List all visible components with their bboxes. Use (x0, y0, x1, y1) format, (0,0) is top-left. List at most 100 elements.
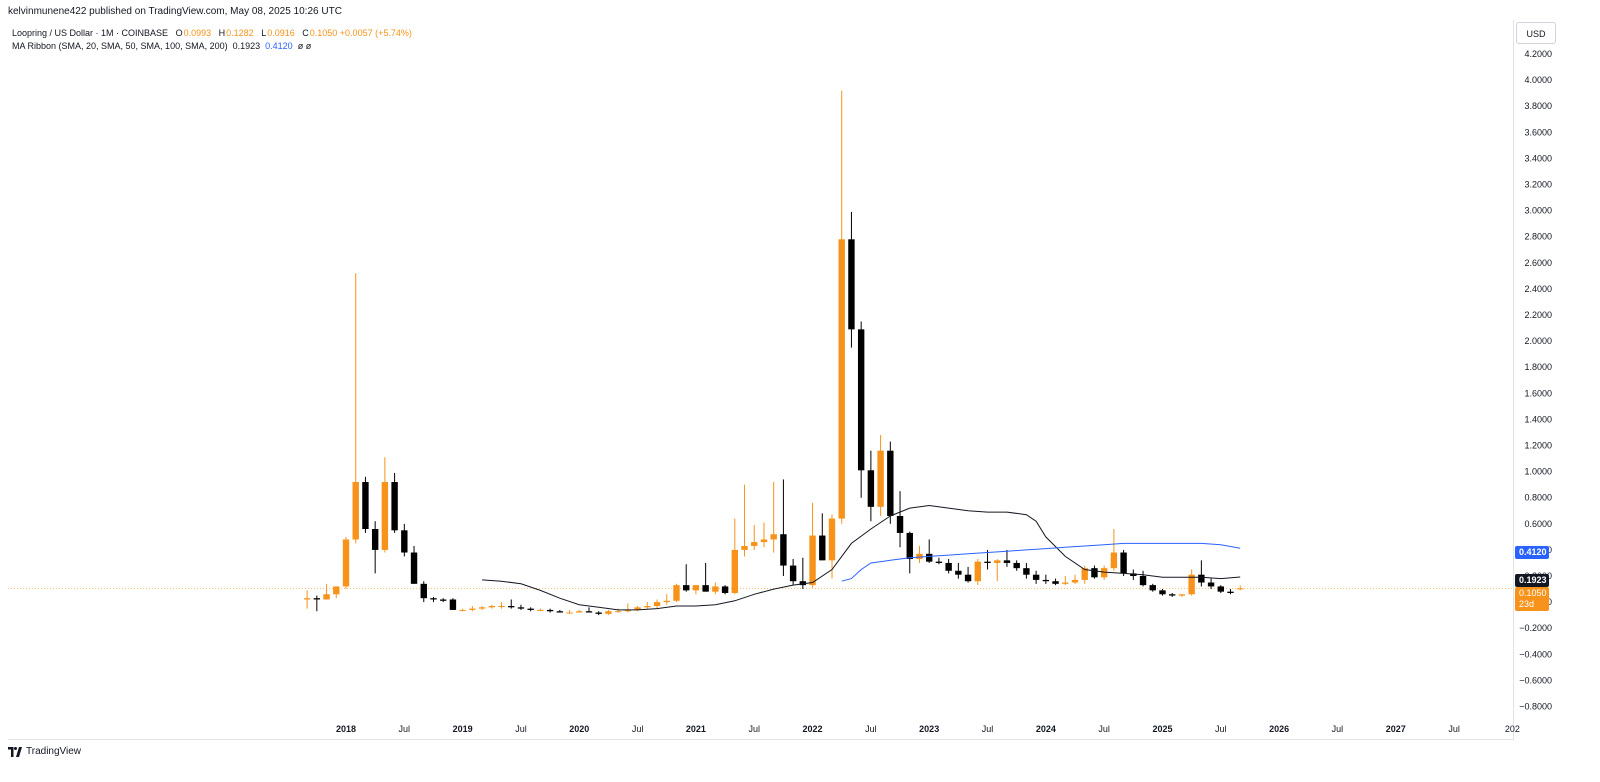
candle (498, 602, 505, 609)
candle-body (809, 535, 816, 586)
candle-body (362, 482, 369, 530)
candle-body (692, 585, 700, 591)
candle-body (838, 239, 845, 519)
x-axis-tick-label: Jul (865, 724, 877, 734)
candle-body (828, 518, 836, 561)
candle (673, 583, 680, 603)
x-axis-tick-label: Jul (399, 724, 411, 734)
indicator-row: MA Ribbon (SMA, 20, SMA, 50, SMA, 100, S… (12, 40, 412, 53)
x-axis-tick-label: Jul (1448, 724, 1460, 734)
candle (585, 607, 593, 613)
candle-body (420, 583, 427, 599)
candle (964, 566, 972, 583)
candle (1071, 574, 1079, 584)
candle-body (1159, 590, 1166, 595)
candle-body (673, 585, 680, 601)
candle (1207, 578, 1215, 590)
candle (896, 491, 904, 548)
candle-body (459, 609, 466, 611)
candle (624, 603, 632, 613)
ma4-value: ø (305, 41, 312, 51)
candle (955, 562, 962, 579)
candle (1032, 570, 1040, 584)
x-axis-tick-label: Jul (1332, 724, 1344, 734)
ma50-line (841, 542, 1241, 582)
candle (517, 604, 525, 610)
x-axis-tick-label: 2026 (1269, 724, 1289, 734)
candle-body (906, 532, 913, 560)
open-label: O (175, 28, 183, 38)
symbol-name[interactable]: Loopring / US Dollar · 1M · COINBASE (12, 28, 169, 38)
x-axis-tick-label: 2022 (803, 724, 823, 734)
y-axis-tick-label: 2.6000 (1524, 258, 1552, 268)
candle (653, 599, 661, 609)
candle-body (1091, 568, 1098, 578)
candle (1062, 576, 1069, 586)
symbol-row: Loopring / US Dollar · 1M · COINBASE O 0.… (12, 27, 412, 40)
candle-body (595, 612, 602, 614)
ma3-value: ø (297, 41, 304, 51)
candle-body (799, 581, 807, 586)
candle (508, 599, 515, 609)
candle-body (780, 534, 787, 566)
footer-brand[interactable]: TradingView (8, 746, 81, 757)
candle (449, 598, 457, 610)
indicator-name[interactable]: MA Ribbon (SMA, 20, SMA, 50, SMA, 100, S… (12, 41, 228, 51)
candle (819, 513, 826, 561)
candle-body (712, 586, 719, 592)
candle-body (546, 609, 554, 612)
y-axis-tick-label: −0.6000 (1519, 675, 1552, 685)
candle-body (469, 608, 476, 610)
candle (478, 606, 486, 610)
candle (352, 273, 359, 544)
candle-body (1003, 560, 1011, 563)
candle (770, 482, 777, 553)
candle-body (653, 602, 661, 607)
candle (595, 611, 602, 616)
candle (1178, 594, 1186, 597)
candle (1217, 585, 1224, 593)
candle-body (566, 612, 573, 614)
candle (1169, 592, 1176, 597)
candle-body (1023, 568, 1030, 575)
candle-body (935, 561, 943, 563)
candle (935, 557, 943, 565)
candle-body (1178, 594, 1186, 596)
x-axis-tick-label: Jul (1098, 724, 1110, 734)
candle (323, 583, 330, 600)
x-axis-tick-label: 2025 (1152, 724, 1172, 734)
y-axis-tick-label: 4.0000 (1524, 75, 1552, 85)
high-label: H (218, 28, 226, 38)
close-value: 0.1050 (309, 28, 338, 38)
candle-body (994, 560, 1001, 563)
candle-body (478, 607, 486, 609)
candle (576, 609, 583, 613)
candle-body (634, 607, 641, 610)
candle-body (449, 599, 457, 610)
candle-body (605, 611, 612, 614)
y-axis-tick-label: 1.8000 (1524, 362, 1552, 372)
candle-body (391, 482, 398, 531)
candle-body (1139, 576, 1147, 586)
candle (974, 559, 981, 586)
candle-body (1149, 585, 1156, 591)
x-axis-tick-label: Jul (515, 724, 527, 734)
candle (789, 559, 797, 586)
candle-body (440, 599, 447, 601)
candle (1198, 560, 1205, 587)
candle-body (585, 611, 593, 613)
candle (401, 523, 408, 557)
candle-body (576, 611, 583, 613)
candle (303, 590, 311, 609)
currency-selector[interactable]: USD (1516, 22, 1556, 44)
candle-body (974, 561, 981, 582)
published-header: kelvinmunene422 published on TradingView… (8, 6, 342, 17)
candle (731, 518, 738, 595)
candle-body (964, 574, 972, 582)
x-axis-tick-label: 2020 (569, 724, 589, 734)
y-axis-tick-label: 0.6000 (1524, 519, 1552, 529)
candle-body (1217, 586, 1224, 592)
candle (556, 609, 564, 613)
candle (644, 602, 651, 609)
